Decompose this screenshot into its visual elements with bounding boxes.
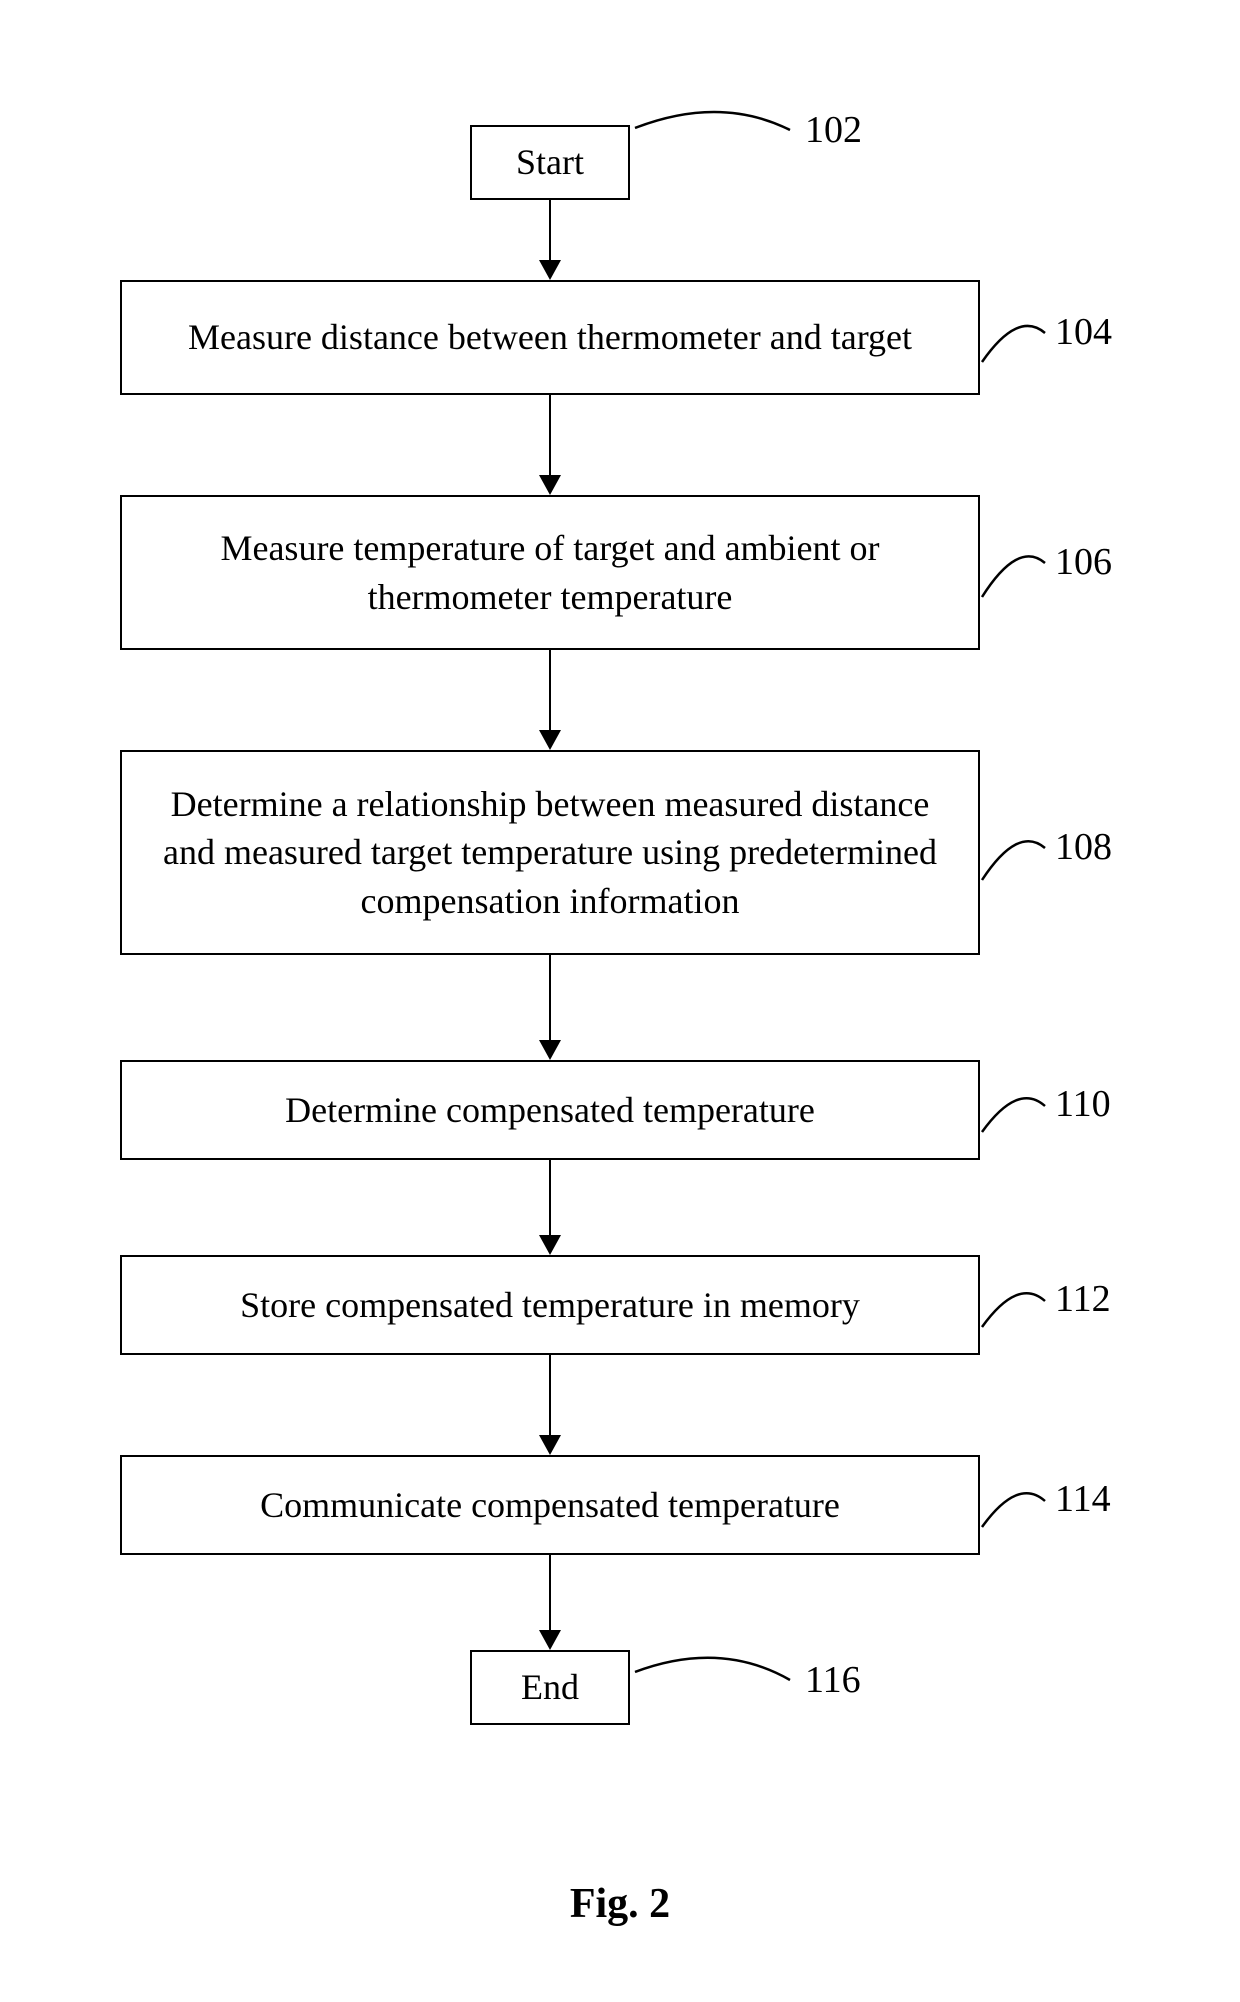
node-start: Start xyxy=(470,125,630,200)
arrow xyxy=(539,1160,561,1255)
node-label: Determine compensated temperature xyxy=(285,1086,815,1135)
arrow xyxy=(539,1355,561,1455)
ref-label-116: 116 xyxy=(805,1658,861,1702)
ref-label-106: 106 xyxy=(1055,540,1112,584)
ref-label-114: 114 xyxy=(1055,1477,1111,1521)
arrow xyxy=(539,650,561,750)
arrow xyxy=(539,395,561,495)
ref-label-112: 112 xyxy=(1055,1277,1111,1321)
node-measure-temp: Measure temperature of target and ambien… xyxy=(120,495,980,650)
node-label: Start xyxy=(516,138,584,187)
arrow xyxy=(539,955,561,1060)
ref-label-104: 104 xyxy=(1055,310,1112,354)
ref-label-102: 102 xyxy=(805,108,862,152)
ref-label-108: 108 xyxy=(1055,825,1112,869)
arrow xyxy=(539,200,561,280)
node-label: Determine a relationship between measure… xyxy=(152,780,948,926)
node-label: Store compensated temperature in memory xyxy=(240,1281,860,1330)
node-determine-compensated: Determine compensated temperature xyxy=(120,1060,980,1160)
node-label: End xyxy=(521,1663,579,1712)
node-store: Store compensated temperature in memory xyxy=(120,1255,980,1355)
node-determine-relationship: Determine a relationship between measure… xyxy=(120,750,980,955)
arrow xyxy=(539,1555,561,1650)
node-label: Measure distance between thermometer and… xyxy=(188,313,912,362)
node-label: Communicate compensated temperature xyxy=(260,1481,840,1530)
node-measure-distance: Measure distance between thermometer and… xyxy=(120,280,980,395)
ref-label-110: 110 xyxy=(1055,1082,1111,1126)
flowchart-container: Start Measure distance between thermomet… xyxy=(0,0,1240,2002)
node-end: End xyxy=(470,1650,630,1725)
node-label: Measure temperature of target and ambien… xyxy=(152,524,948,621)
node-communicate: Communicate compensated temperature xyxy=(120,1455,980,1555)
figure-label: Fig. 2 xyxy=(570,1880,670,1928)
